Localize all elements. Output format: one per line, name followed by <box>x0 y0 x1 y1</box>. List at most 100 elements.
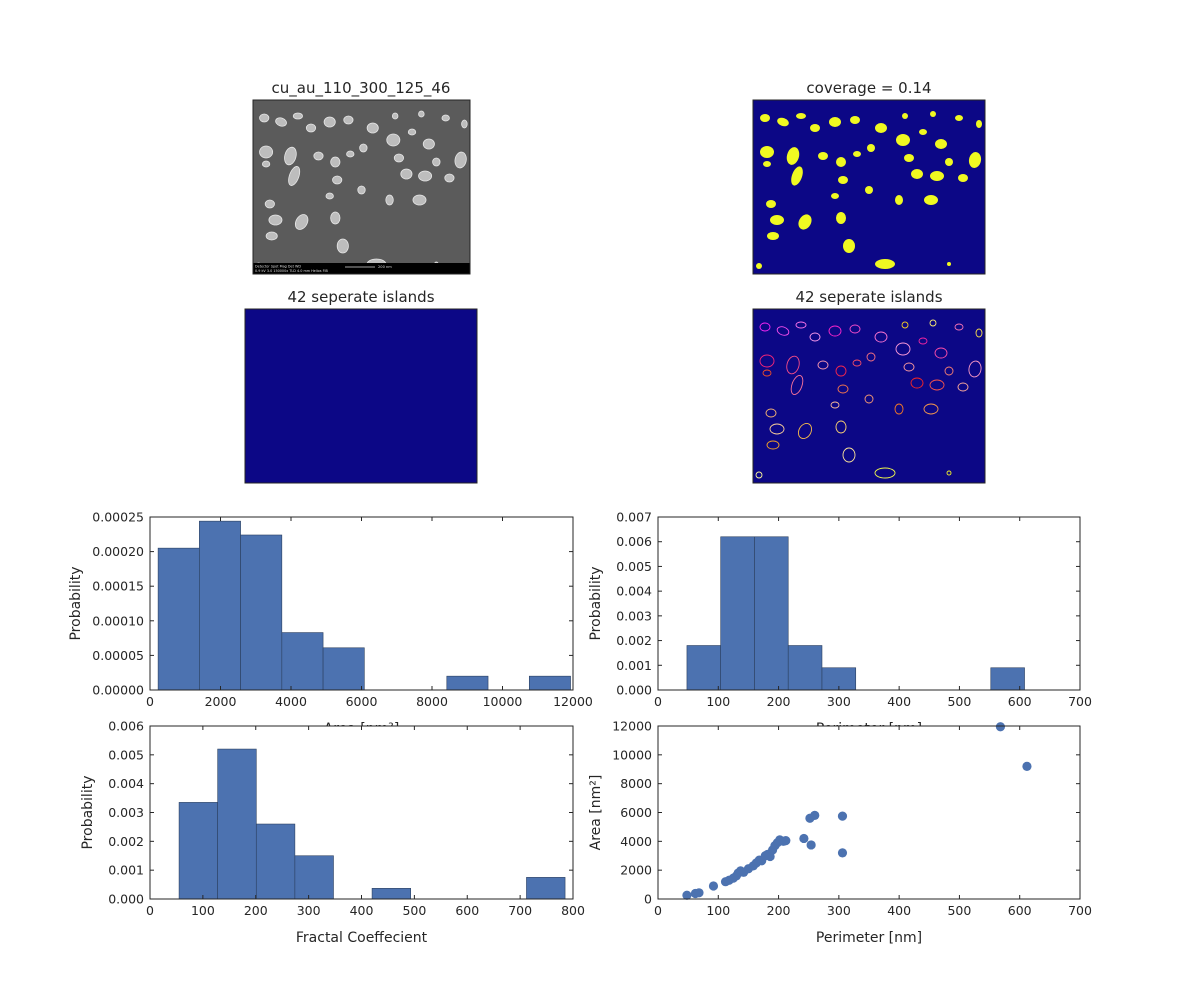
scatter-point <box>995 722 1006 732</box>
mask-island <box>791 166 803 186</box>
x-axis-label: Perimeter [nm] <box>816 930 922 946</box>
island-outlines <box>755 319 983 479</box>
histogram-bar <box>446 675 489 691</box>
y-tick-label: 0.004 <box>108 776 144 791</box>
histogram-bar <box>217 748 257 900</box>
x-tick-label: 0 <box>654 694 662 709</box>
mask-island <box>829 117 841 127</box>
sem-particle <box>332 175 343 185</box>
scatter-point <box>837 848 848 858</box>
island-outline <box>776 326 790 336</box>
x-tick-label: 10000 <box>483 694 523 709</box>
y-tick-label: 0.002 <box>108 834 144 849</box>
sem-particle <box>268 214 283 226</box>
y-axis-label: Area [nm²] <box>588 775 604 851</box>
islands-left-image <box>244 308 478 484</box>
mask-island <box>911 169 923 179</box>
sem-particle <box>336 238 349 254</box>
mask-island <box>843 239 855 253</box>
x-tick-label: 800 <box>561 903 585 918</box>
mask-island <box>836 157 846 167</box>
scatter-point <box>837 811 848 821</box>
mask-frame <box>752 99 986 275</box>
scatter-point <box>1022 761 1032 771</box>
sem-particle <box>432 157 441 167</box>
x-tick-label: 0 <box>654 903 662 918</box>
y-axis-label: Probability <box>588 566 604 640</box>
mask-island <box>853 151 861 157</box>
x-tick-label: 0 <box>146 694 154 709</box>
sem-particle <box>259 145 274 159</box>
sem-particle <box>461 119 468 129</box>
histogram-bar <box>754 536 789 691</box>
x-tick-label: 200 <box>244 903 268 918</box>
x-tick-label: 100 <box>191 903 215 918</box>
perimeter-histogram: 0 100 200 300 400 500 600 700 0.000 0.001 0.002 0.0… <box>588 510 1092 738</box>
histogram-bar <box>371 888 411 900</box>
island-outline <box>929 319 937 327</box>
x-tick-label: 300 <box>827 903 851 918</box>
mask-island <box>930 171 944 181</box>
island-outline <box>842 447 856 463</box>
mask-island <box>836 212 846 224</box>
island-outline <box>828 325 842 337</box>
sem-particle <box>330 156 341 168</box>
histogram-bar <box>281 632 324 691</box>
island-outline <box>874 467 896 479</box>
mask-island <box>767 232 779 240</box>
mask-island <box>850 116 860 124</box>
island-outline <box>852 359 862 367</box>
mask-island <box>770 215 784 225</box>
sem-particle <box>292 112 303 120</box>
sem-particle <box>259 113 270 123</box>
y-tick-label: 0.004 <box>616 584 652 599</box>
sem-particle <box>422 138 435 150</box>
x-tick-label: 500 <box>947 694 971 709</box>
mask-island <box>756 263 762 269</box>
island-outline <box>835 420 847 434</box>
island-outline <box>910 377 924 389</box>
y-axis-label: Probability <box>80 775 96 849</box>
panel-islands-right: 42 seperate islands <box>752 288 986 484</box>
mask-island <box>875 123 887 133</box>
fractal-histogram: 0 100 200 300 400 500 600 700 800 0.000 0.001 0.002… <box>80 719 585 947</box>
scatter-point <box>708 881 719 891</box>
sem-info-text-1: Detector Spot Mag Det WD <box>255 265 301 269</box>
y-axis-label: Probability <box>68 566 84 640</box>
island-outline <box>874 331 888 343</box>
x-tick-label: 600 <box>1008 694 1032 709</box>
sem-particle <box>366 122 379 134</box>
sem-particle <box>441 114 450 122</box>
x-tick-label: 300 <box>297 903 321 918</box>
histogram-bar <box>255 823 296 900</box>
y-tick-label: 10000 <box>612 747 652 762</box>
mask-island <box>818 152 828 160</box>
mask-island <box>919 129 927 135</box>
y-tick-label: 0.003 <box>108 805 144 820</box>
mask-island <box>895 195 903 205</box>
histogram-bar <box>157 547 200 691</box>
y-tick-label: 6000 <box>620 805 652 820</box>
histogram-bar <box>528 675 571 691</box>
island-outline <box>918 337 928 345</box>
y-tick-label: 0.00015 <box>92 579 144 594</box>
island-outline <box>895 342 911 356</box>
mask-island <box>763 161 771 167</box>
island-outline <box>795 321 807 329</box>
mask-island <box>935 139 947 149</box>
island-outline <box>765 408 777 418</box>
islands-right-background <box>753 309 985 483</box>
plot-area <box>658 726 1080 899</box>
y-tick-label: 0.001 <box>108 863 144 878</box>
island-outline <box>944 366 954 376</box>
island-outline <box>762 369 772 377</box>
scatter-point <box>694 888 704 898</box>
mask-island <box>777 117 789 127</box>
y-tick-label: 0.003 <box>616 608 652 623</box>
histogram-bar <box>526 877 566 900</box>
sem-particle <box>264 199 275 209</box>
island-outline <box>766 440 780 450</box>
x-tick-label: 600 <box>1008 903 1032 918</box>
panel-title-mask: coverage = 0.14 <box>806 79 931 97</box>
